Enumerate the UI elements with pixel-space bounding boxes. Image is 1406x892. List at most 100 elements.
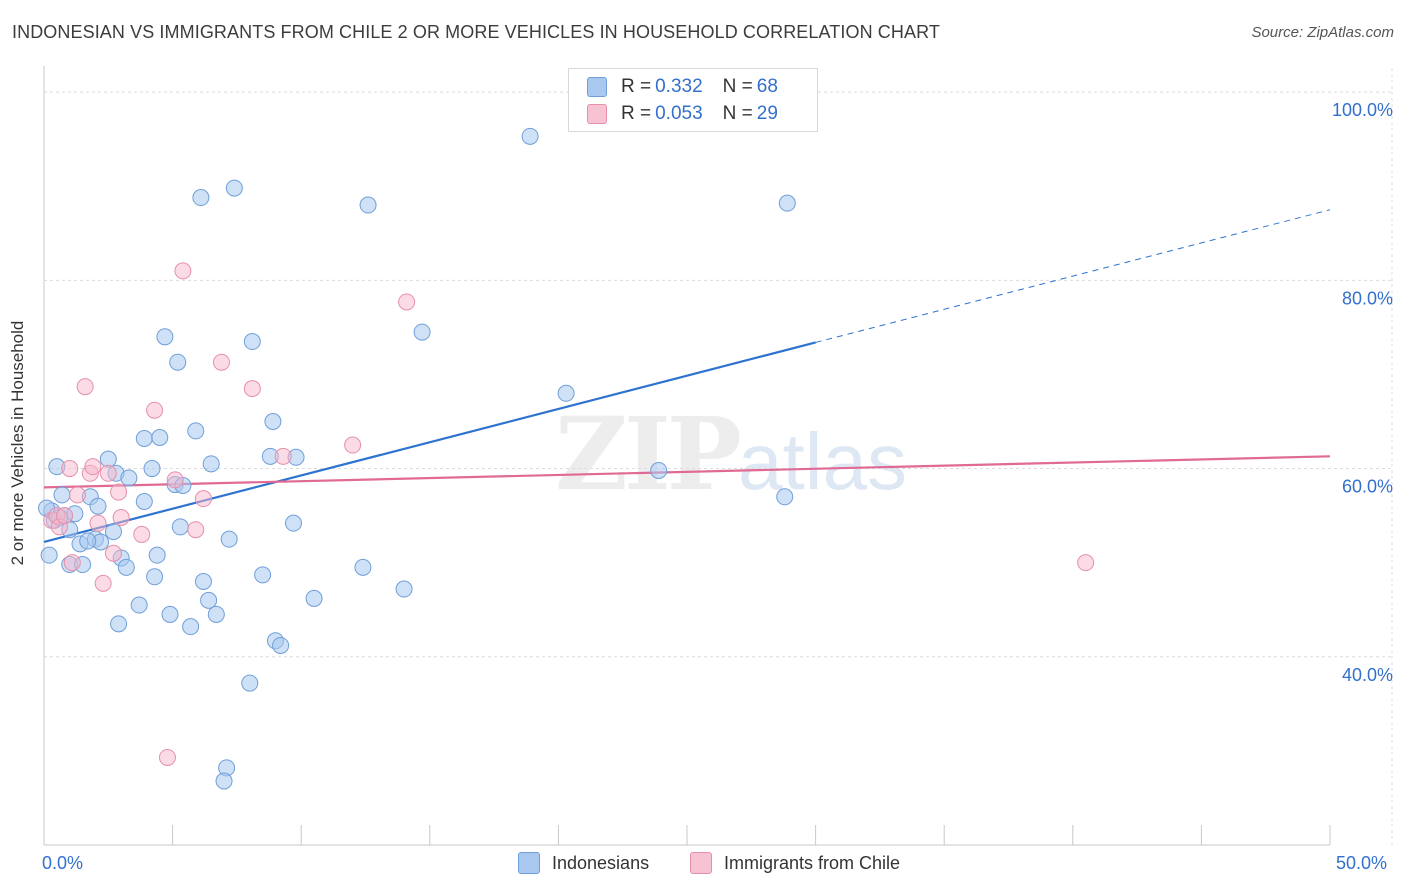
chile-point: [63, 554, 81, 572]
points-layer: [38, 127, 1095, 790]
legend-item-indonesians: Indonesians: [518, 852, 649, 874]
chile-point: [112, 508, 130, 526]
chile-point: [146, 401, 164, 419]
chile-point: [76, 378, 94, 396]
chile-point: [398, 293, 416, 311]
chile-point: [104, 544, 122, 562]
indonesians-point: [194, 572, 212, 590]
indonesians-point: [130, 596, 148, 614]
watermark-atlas: atlas: [737, 417, 907, 506]
y-tick-label: 100.0%: [1332, 100, 1393, 120]
legend-label-chile: Immigrants from Chile: [724, 852, 901, 873]
x-tick-label-max: 50.0%: [1336, 853, 1388, 873]
indonesians-trendline-extension: [815, 209, 1331, 343]
indonesians-point: [143, 460, 161, 478]
n-value: 29: [756, 103, 778, 124]
y-tick-labels: 40.0% 60.0% 80.0% 100.0%: [1332, 100, 1393, 685]
indonesians-point: [104, 523, 122, 541]
indonesians-point: [148, 546, 166, 564]
legend-item-chile: Immigrants from Chile: [690, 852, 900, 874]
indonesians-point: [135, 429, 153, 447]
indonesians-swatch-icon: [587, 77, 607, 97]
source-label: Source: ZipAtlas.com: [1251, 24, 1394, 41]
indonesians-point: [120, 469, 138, 487]
indonesians-point: [359, 196, 377, 214]
y-tick-label: 60.0%: [1342, 477, 1393, 497]
chile-point: [212, 353, 230, 371]
indonesians-point: [135, 492, 153, 510]
indonesians-point: [192, 189, 210, 207]
grid-layer: [44, 68, 1393, 845]
indonesians-trendline: [43, 341, 816, 544]
indonesians-point: [284, 514, 302, 532]
chile-swatch-icon: [587, 104, 607, 124]
indonesians-legend-icon: [518, 852, 540, 874]
indonesians-point: [89, 497, 107, 515]
indonesians-point: [225, 179, 243, 197]
chile-point: [133, 525, 151, 543]
chile-trendline: [43, 455, 1331, 489]
indonesians-point: [53, 486, 71, 504]
indonesians-point: [215, 772, 233, 790]
y-tick-label: 80.0%: [1342, 288, 1393, 308]
indonesians-point: [187, 422, 205, 440]
trend-layer: [43, 209, 1331, 544]
indonesians-point: [40, 546, 58, 564]
chile-point: [187, 521, 205, 539]
r-value: 0.053: [655, 103, 703, 124]
indonesians-point: [354, 558, 372, 576]
y-axis-label-wrap: 2 or more Vehicles in Household: [8, 321, 28, 578]
x-tick-label-min: 0.0%: [42, 853, 84, 873]
chile-point: [1077, 554, 1095, 572]
n-label: N =: [722, 76, 753, 97]
r-value: 0.332: [655, 76, 703, 97]
indonesians-point: [207, 605, 225, 623]
indonesians-point: [151, 429, 169, 447]
watermark: ZIPatlas: [555, 395, 907, 513]
indonesians-point: [220, 530, 238, 548]
indonesians-point: [305, 589, 323, 607]
chile-point: [56, 507, 74, 525]
chile-legend-icon: [690, 852, 712, 874]
r-label: R =: [621, 103, 652, 124]
chile-point: [68, 486, 86, 504]
indonesians-point: [161, 605, 179, 623]
indonesians-point: [156, 328, 174, 346]
indonesians-point: [241, 674, 259, 692]
indonesians-point: [110, 615, 128, 633]
y-tick-label: 40.0%: [1342, 665, 1393, 685]
indonesians-point: [264, 413, 282, 431]
y-axis-label: 2 or more Vehicles in Household: [8, 320, 27, 566]
indonesians-point: [272, 636, 290, 654]
indonesians-point: [200, 591, 218, 609]
stats-legend-row-chile: R = 0.053 N = 29: [587, 102, 778, 126]
axis-layer: [43, 66, 1331, 846]
indonesians-point: [254, 566, 272, 584]
chile-point: [61, 460, 79, 478]
chile-point: [94, 574, 112, 592]
chile-point: [89, 514, 107, 532]
indonesians-point: [395, 580, 413, 598]
chile-point: [243, 380, 261, 398]
chile-point: [166, 471, 184, 489]
indonesians-point: [79, 532, 97, 550]
stats-legend: R = 0.332 N = 68 R = 0.053 N = 29: [568, 68, 818, 132]
chile-point: [174, 262, 192, 280]
indonesians-point: [776, 488, 794, 506]
n-value: 68: [756, 76, 778, 97]
chile-point: [194, 490, 212, 508]
indonesians-point: [778, 194, 796, 212]
chile-point: [158, 748, 176, 766]
n-label: N =: [722, 103, 753, 124]
indonesians-point: [171, 518, 189, 536]
chile-point: [84, 458, 102, 476]
chile-point: [99, 464, 117, 482]
indonesians-point: [413, 323, 431, 341]
indonesians-point: [169, 353, 187, 371]
chart-title: INDONESIAN VS IMMIGRANTS FROM CHILE 2 OR…: [12, 22, 940, 42]
indonesians-point: [146, 568, 164, 586]
series-legend: Indonesians Immigrants from Chile: [0, 852, 1406, 878]
indonesians-point: [202, 455, 220, 473]
chile-point: [274, 447, 292, 465]
